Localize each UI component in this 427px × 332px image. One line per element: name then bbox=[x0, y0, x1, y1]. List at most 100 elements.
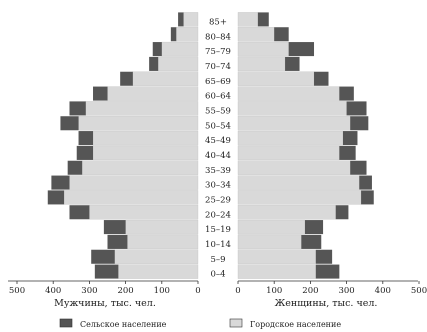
bar-men-urban bbox=[161, 41, 199, 57]
age-group-label: 55–59 bbox=[205, 106, 231, 116]
age-group-label: 75–79 bbox=[205, 47, 231, 57]
bar-men-rural bbox=[120, 71, 133, 86]
left-axis-tick-label: 300 bbox=[81, 286, 97, 296]
bar-men-rural bbox=[103, 220, 126, 235]
legend-swatch-urban bbox=[229, 318, 243, 328]
bar-women-urban bbox=[237, 41, 289, 57]
bar-men-urban bbox=[78, 116, 199, 131]
bar-women-rural bbox=[335, 205, 349, 220]
bar-women-rural bbox=[315, 264, 340, 279]
age-group-label: 85+ bbox=[209, 17, 227, 27]
bar-men-urban bbox=[69, 175, 199, 190]
bar-women-urban bbox=[237, 219, 306, 235]
bar-women-urban bbox=[237, 264, 316, 279]
bar-women-urban bbox=[237, 56, 286, 72]
legend-swatch-rural bbox=[59, 318, 73, 328]
age-group-label: 45–49 bbox=[205, 136, 231, 146]
age-group-label: 50–54 bbox=[205, 121, 231, 131]
age-group-label: 15–19 bbox=[205, 225, 231, 235]
bar-men-rural bbox=[149, 56, 159, 71]
bar-men-urban bbox=[89, 205, 199, 220]
right-axis-tick-label: 0 bbox=[235, 286, 240, 296]
bar-men-rural bbox=[107, 234, 128, 249]
bar-men-urban bbox=[114, 249, 199, 264]
left-axis-tick-label: 400 bbox=[45, 286, 61, 296]
bar-men-rural bbox=[51, 175, 70, 190]
bar-women-urban bbox=[237, 12, 259, 27]
bar-women-rural bbox=[361, 190, 374, 205]
right-axis-label: Женщины, тыс. чел. bbox=[275, 298, 378, 309]
bar-men-urban bbox=[118, 264, 199, 279]
bar-men-urban bbox=[127, 234, 199, 250]
bar-women-urban bbox=[237, 234, 302, 250]
right-axis-tick-label: 300 bbox=[338, 286, 354, 296]
age-group-label: 35–39 bbox=[205, 166, 231, 176]
bar-women-rural bbox=[346, 101, 367, 116]
left-axis-tick-label: 200 bbox=[117, 286, 133, 296]
bar-women-rural bbox=[339, 86, 354, 101]
left-axis-tick-label: 100 bbox=[154, 286, 170, 296]
age-group-label: 80–84 bbox=[205, 32, 231, 42]
bar-men-urban bbox=[63, 190, 199, 205]
bar-women-urban bbox=[237, 249, 316, 264]
bar-men-rural bbox=[47, 190, 65, 205]
bar-women-urban bbox=[237, 160, 351, 175]
bar-men-rural bbox=[94, 264, 119, 279]
bar-men-rural bbox=[67, 160, 83, 175]
bar-men-urban bbox=[125, 219, 199, 235]
bar-men-rural bbox=[91, 249, 115, 264]
right-axis-tick-label: 200 bbox=[302, 286, 318, 296]
right-axis-tick-label: 100 bbox=[266, 286, 282, 296]
bar-men-urban bbox=[176, 27, 199, 42]
bar-women-rural bbox=[350, 116, 369, 131]
bar-men-urban bbox=[183, 12, 199, 27]
age-group-label: 25–29 bbox=[205, 195, 231, 205]
bar-men-urban bbox=[82, 160, 199, 175]
bar-women-rural bbox=[339, 145, 356, 160]
left-axis-tick-label: 500 bbox=[9, 286, 25, 296]
bar-men-rural bbox=[78, 131, 94, 146]
left-axis-label: Мужчины, тыс. чел. bbox=[54, 298, 156, 309]
bar-men-urban bbox=[85, 101, 199, 116]
axes: 500 400 300 200 100 0 0 100 200 300 400 500 bbox=[8, 280, 427, 296]
age-labels: 0–4 5–9 10–14 15–19 20–24 25–29 30–34 35–39 40–4… bbox=[205, 17, 231, 279]
bar-men-rural bbox=[178, 12, 184, 27]
legend: Сельское население Городское население bbox=[59, 318, 341, 329]
bar-women-urban bbox=[237, 86, 340, 101]
bar-women-urban bbox=[237, 130, 344, 146]
bar-women-rural bbox=[315, 249, 333, 264]
age-group-label: 65–69 bbox=[205, 77, 231, 87]
bar-women-urban bbox=[237, 101, 347, 116]
age-group-label: 10–14 bbox=[205, 240, 231, 250]
bar-women-rural bbox=[301, 234, 322, 249]
bar-women-rural bbox=[314, 71, 329, 86]
bar-women-urban bbox=[237, 145, 340, 161]
bar-men-rural bbox=[69, 101, 86, 116]
bar-men-rural bbox=[93, 86, 108, 101]
bar-women-rural bbox=[285, 56, 300, 71]
bar-women-rural bbox=[342, 131, 358, 146]
bar-women-rural bbox=[350, 160, 367, 175]
bar-women-urban bbox=[237, 116, 351, 131]
bar-men-rural bbox=[60, 116, 79, 131]
bar-men-rural bbox=[170, 27, 177, 42]
right-axis-tick-label: 500 bbox=[411, 286, 427, 296]
bar-women-rural bbox=[359, 175, 372, 190]
bar-women-urban bbox=[237, 27, 275, 42]
bar-women-urban bbox=[237, 71, 315, 86]
legend-label-urban: Городское население bbox=[250, 320, 341, 329]
bar-men-urban bbox=[92, 145, 199, 161]
bar-men-rural bbox=[69, 205, 90, 220]
legend-label-rural: Сельское население bbox=[80, 320, 167, 329]
bar-women-rural bbox=[288, 42, 315, 57]
age-group-label: 30–34 bbox=[205, 181, 231, 191]
bar-men-rural bbox=[76, 145, 94, 160]
bars-layer bbox=[47, 12, 374, 279]
bar-women-urban bbox=[237, 205, 336, 220]
age-group-label: 70–74 bbox=[205, 62, 231, 72]
bar-women-rural bbox=[274, 27, 289, 42]
bar-men-rural bbox=[152, 42, 162, 57]
age-group-label: 5–9 bbox=[210, 255, 225, 265]
bar-men-urban bbox=[132, 71, 199, 86]
